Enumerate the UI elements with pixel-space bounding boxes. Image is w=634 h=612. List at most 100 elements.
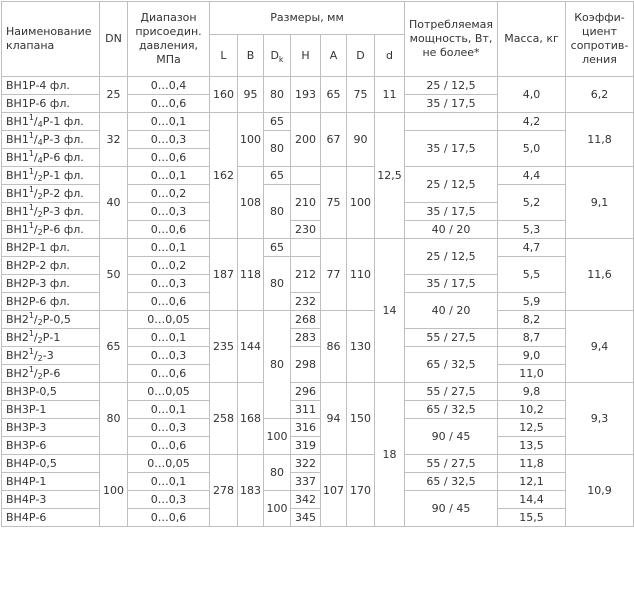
header-name: Наименование клапана xyxy=(1,1,100,77)
mass-cell: 9,0 xyxy=(497,346,567,365)
pressure-cell: 0…0,1 xyxy=(127,328,210,347)
header-dk-sub: k xyxy=(278,55,284,64)
valve-name: ВН1Р-6 фл. xyxy=(1,94,100,113)
dn-cell: 80 xyxy=(99,382,128,455)
pressure-cell: 0…0,2 xyxy=(127,256,210,275)
pressure-cell: 0…0,05 xyxy=(127,382,210,401)
power-cell xyxy=(404,112,499,131)
d-cell: 110 xyxy=(346,238,375,311)
power-cell: 55 / 27,5 xyxy=(404,454,499,473)
pressure-cell: 0…0,3 xyxy=(127,202,210,221)
pressure-cell: 0…0,6 xyxy=(127,292,210,311)
power-cell: 25 / 12,5 xyxy=(404,238,499,275)
d-cell: 150 xyxy=(346,382,375,455)
h-cell: 296 xyxy=(290,382,321,401)
pressure-cell: 0…0,05 xyxy=(127,310,210,329)
coefficient-cell: 9,1 xyxy=(565,166,634,239)
d-small-cell: 11 xyxy=(373,76,406,113)
mass-cell: 9,8 xyxy=(497,382,567,401)
a-cell: 107 xyxy=(320,454,347,527)
power-cell: 35 / 17,5 xyxy=(404,274,499,293)
a-cell: 65 xyxy=(320,76,347,113)
dk-cell: 80 xyxy=(263,310,291,419)
mass-cell: 4,4 xyxy=(497,166,567,185)
mass-cell: 11,0 xyxy=(497,364,567,383)
h-cell: 210 xyxy=(290,184,321,221)
table-row: ВН11/2Р-3 фл. 0…0,3 35 / 17,5 xyxy=(1,202,634,221)
power-cell: 55 / 27,5 xyxy=(404,328,499,347)
a-cell: 67 xyxy=(320,112,347,167)
d-cell: 170 xyxy=(346,454,375,527)
dk-cell: 80 xyxy=(263,130,291,167)
power-cell: 65 / 32,5 xyxy=(404,346,499,383)
h-cell: 230 xyxy=(290,220,321,239)
dn-cell: 40 xyxy=(99,166,128,239)
l-cell: 278 xyxy=(209,454,238,527)
power-cell: 35 / 17,5 xyxy=(404,202,499,221)
h-cell xyxy=(290,166,321,185)
a-cell: 86 xyxy=(320,310,347,383)
pressure-cell: 0…0,1 xyxy=(127,238,210,257)
valve-spec-table: Наименование клапана DN Диапазон присоед… xyxy=(1,1,634,527)
pressure-cell: 0…0,3 xyxy=(127,490,210,509)
table-row: ВН3Р-0,5 80 0…0,05 258 168 296 94 150 18… xyxy=(1,382,634,527)
valve-name: ВН3Р-3 xyxy=(1,418,100,437)
valve-name: ВН11/2Р-6 фл. xyxy=(1,220,100,239)
d-small-cell: 14 xyxy=(373,238,406,383)
mass-cell: 4,7 xyxy=(497,238,567,257)
mass-cell: 15,5 xyxy=(497,508,567,527)
header-pressure: Диапазон присоедин. давления, МПа xyxy=(127,1,210,77)
power-cell: 35 / 17,5 xyxy=(404,130,499,167)
pressure-cell: 0…0,6 xyxy=(127,436,210,455)
coefficient-cell: 11,8 xyxy=(565,112,634,167)
b-cell: 95 xyxy=(237,76,264,113)
h-cell: 268 xyxy=(290,310,321,329)
table-row: ВН2Р-2 фл. 0…0,2 80 212 5,5 xyxy=(1,256,634,311)
pressure-cell: 0…0,1 xyxy=(127,472,210,491)
a-cell: 77 xyxy=(320,238,347,311)
mass-cell: 12,1 xyxy=(497,472,567,491)
pressure-cell: 0…0,2 xyxy=(127,184,210,203)
l-cell: 187 xyxy=(209,238,238,311)
coefficient-cell: 11,6 xyxy=(565,238,634,311)
valve-name: ВН11/4Р-6 фл. xyxy=(1,148,100,167)
table-row: ВН4Р-1 0…0,1 337 65 / 32,5 12,1 xyxy=(1,472,634,491)
table-row: ВН4Р-6 0…0,6 345 15,5 xyxy=(1,508,634,527)
h-cell: 298 xyxy=(290,346,321,383)
mass-cell: 5,2 xyxy=(497,184,567,221)
pressure-cell: 0…0,6 xyxy=(127,94,210,113)
mass-cell: 10,2 xyxy=(497,400,567,419)
mass-cell: 5,9 xyxy=(497,292,567,311)
valve-name: ВН21/2Р-1 xyxy=(1,328,100,347)
l-cell: 235 xyxy=(209,310,238,383)
power-cell: 35 / 17,5 xyxy=(404,94,499,113)
dn-cell: 100 xyxy=(99,454,128,527)
header-a: A xyxy=(320,34,347,77)
coefficient-cell: 9,3 xyxy=(565,382,634,455)
power-cell: 25 / 12,5 xyxy=(404,76,499,95)
h-cell: 283 xyxy=(290,328,321,347)
h-cell: 200 xyxy=(290,112,321,167)
mass-cell: 4,2 xyxy=(497,112,567,131)
h-cell: 193 xyxy=(290,76,321,113)
d-cell: 75 xyxy=(346,76,375,113)
mass-cell: 8,2 xyxy=(497,310,567,329)
d-small-cell: 18 xyxy=(373,382,406,527)
header-d-small: d xyxy=(373,34,406,77)
valve-name: ВН1Р-4 фл. xyxy=(1,76,100,95)
valve-name: ВН21/2Р-0,5 xyxy=(1,310,100,329)
b-cell: 144 xyxy=(237,310,264,383)
mass-cell: 5,0 xyxy=(497,130,567,167)
header-dk: Dk xyxy=(263,34,291,77)
dk-cell: 65 xyxy=(263,166,291,185)
dk-cell: 80 xyxy=(263,76,291,113)
b-cell: 168 xyxy=(237,382,264,455)
valve-name: ВН3Р-6 xyxy=(1,436,100,455)
valve-name: ВН4Р-6 xyxy=(1,508,100,527)
a-cell: 94 xyxy=(320,382,347,455)
power-cell: 40 / 20 xyxy=(404,220,499,239)
h-cell: 212 xyxy=(290,256,321,293)
b-cell: 118 xyxy=(237,238,264,311)
h-cell: 337 xyxy=(290,472,321,491)
valve-name: ВН4Р-1 xyxy=(1,472,100,491)
